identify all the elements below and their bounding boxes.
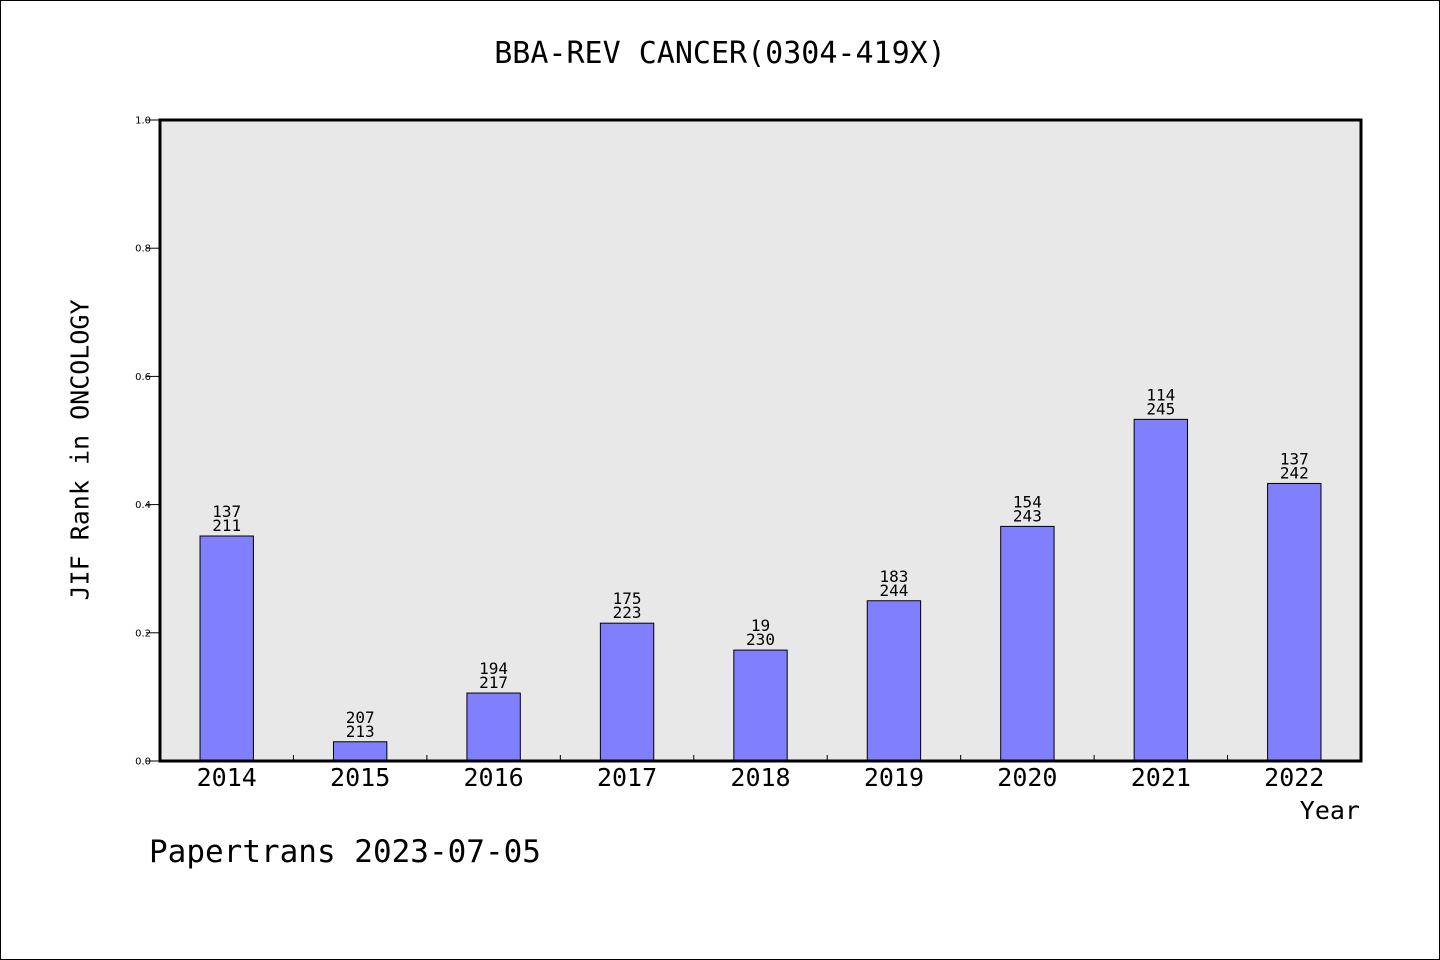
y-tick-label: 0.0 [135,757,151,768]
y-tick-label: 0.6 [135,372,151,383]
x-tick-label: 2016 [464,763,524,792]
bar-label-total: 244 [879,581,908,600]
bar-label-rank: 137 [1280,449,1309,468]
bar-label-total: 242 [1280,463,1309,482]
y-tick-label: 0.2 [135,628,151,639]
x-tick-label: 2017 [597,763,657,792]
bar-label-rank: 154 [1013,492,1042,511]
bar-label-rank: 194 [479,659,508,678]
x-tick-label: 2020 [997,763,1057,792]
watermark-text: Papertrans 2023-07-05 [149,834,541,870]
bar [866,600,922,762]
plot-frame [158,118,1363,763]
y-tick-label: 1.0 [135,116,151,127]
x-tick-label: 2015 [330,763,390,792]
bar [599,622,655,762]
bar-label-total: 245 [1146,399,1175,418]
bar-label-rank: 207 [346,708,375,727]
bar-label-total: 243 [1013,506,1042,525]
bar-label-rank: 19 [751,616,770,635]
ticks-layer: 0.0 0.2 0.4 0.6 0.8 1.0 2014 2015 2016 2017 2018 20… [135,116,1324,793]
bar-label-total: 217 [479,673,508,692]
bar-label-rank: 137 [212,502,241,521]
bar-label-total: 230 [746,630,775,649]
y-tick-label: 0.8 [135,244,151,255]
bar [332,741,388,762]
y-tick-label: 0.4 [135,500,151,511]
x-axis-label: Year [1299,796,1360,825]
bar-label-rank: 183 [879,567,908,586]
bar [199,535,254,762]
bar [1000,525,1055,762]
x-tick-label: 2022 [1264,763,1324,792]
bar-label-total: 213 [346,722,375,741]
x-tick-label: 2014 [197,763,257,792]
bar-label-total: 211 [212,516,241,535]
x-tick-label: 2019 [864,763,924,792]
x-tick-label: 2018 [730,763,790,792]
x-tick-label: 2021 [1131,763,1191,792]
bar-label-rank: 175 [613,589,642,608]
bar-label-total: 223 [613,603,642,622]
bar [1267,482,1322,762]
y-axis-label: JIF Rank in ONCOLOGY [65,299,95,601]
bar [466,692,521,762]
bar [733,649,788,762]
chart-title: BBA-REV CANCER(0304-419X) [494,36,946,71]
bar [1133,418,1189,762]
bar-label-rank: 114 [1146,385,1175,404]
